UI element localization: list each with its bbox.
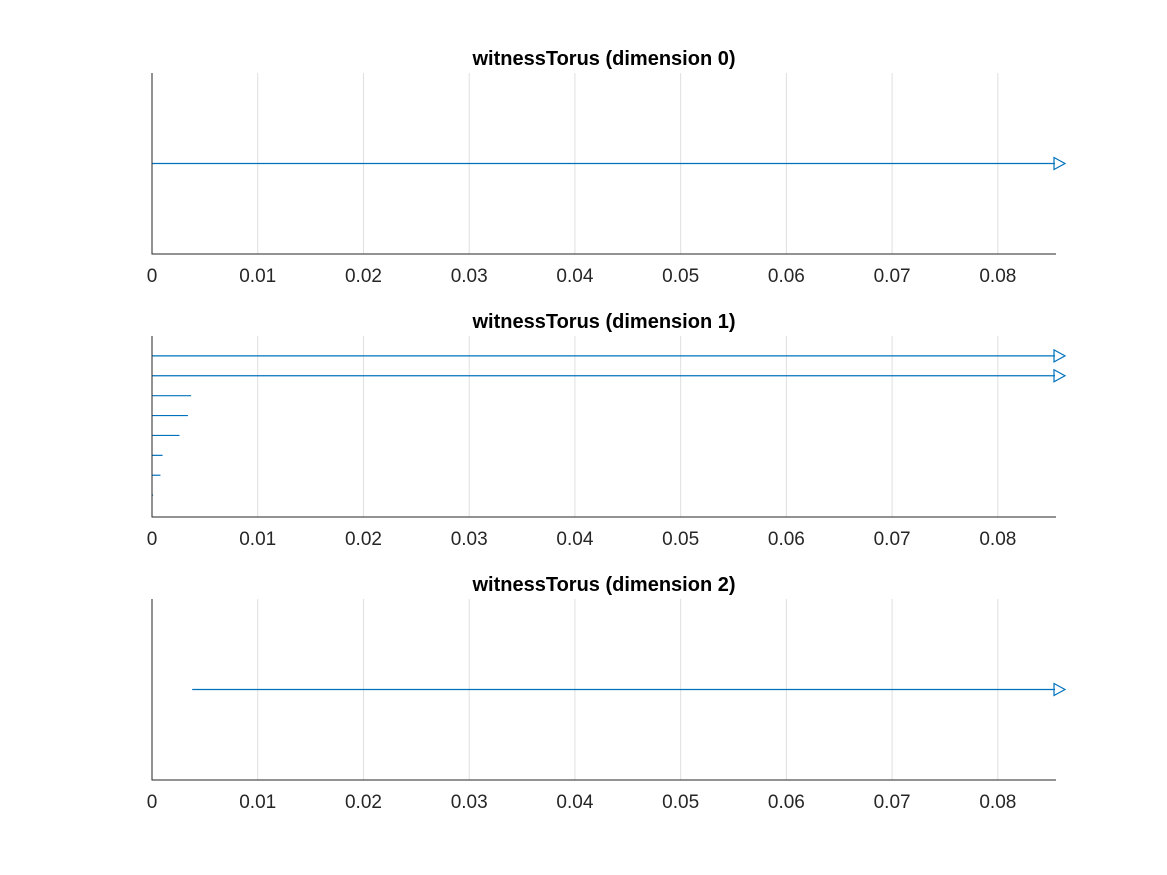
panel-dimension-0: witnessTorus (dimension 0) 0 0.01 0.02 0.03…: [147, 48, 1067, 287]
x-tick-label: 0.02: [345, 792, 382, 813]
x-tick-label: 0.02: [345, 266, 382, 287]
x-tick-label: 0.05: [662, 266, 699, 287]
x-tick-label: 0.06: [768, 529, 805, 550]
x-tick-label: 0.08: [979, 529, 1016, 550]
x-tick-label: 0.05: [662, 792, 699, 813]
x-tick-label: 0.03: [451, 529, 488, 550]
infinite-arrow-marker: [1053, 156, 1067, 171]
x-tick-label: 0.06: [768, 266, 805, 287]
x-tick-label: 0.08: [979, 792, 1016, 813]
x-tick-label: 0.03: [451, 266, 488, 287]
x-tick-label: 0: [147, 792, 158, 813]
x-tick-label: 0.04: [556, 529, 593, 550]
x-tick-label: 0.02: [345, 529, 382, 550]
x-tick-label: 0.08: [979, 266, 1016, 287]
panel-title: witnessTorus (dimension 1): [472, 311, 736, 333]
grid-lines: [257, 336, 999, 517]
x-tick-label: 0.01: [239, 266, 276, 287]
x-tick-label: 0: [147, 266, 158, 287]
panel-dimension-1: witnessTorus (dimension 1) 0 0.01 0.02 0.03…: [147, 311, 1067, 550]
x-tick-label: 0.06: [768, 792, 805, 813]
tick-labels: 0 0.01 0.02 0.03 0.04 0.05 0.06 0.07 0.08: [147, 792, 1017, 813]
axes: [151, 73, 1056, 255]
x-tick-label: 0.07: [874, 792, 911, 813]
infinite-arrow-marker: [1053, 368, 1067, 383]
panel-title: witnessTorus (dimension 0): [472, 48, 736, 70]
x-tick-label: 0.03: [451, 792, 488, 813]
x-tick-label: 0.01: [239, 529, 276, 550]
x-tick-label: 0.07: [874, 266, 911, 287]
x-tick-label: 0.04: [556, 792, 593, 813]
panel-dimension-2: witnessTorus (dimension 2) 0 0.01 0.02 0.03…: [147, 574, 1067, 813]
infinite-arrow-marker: [1053, 682, 1067, 697]
panel-title: witnessTorus (dimension 2): [472, 574, 736, 596]
axes: [151, 336, 1056, 518]
x-tick-label: 0.01: [239, 792, 276, 813]
axes: [151, 599, 1056, 781]
x-tick-label: 0: [147, 529, 158, 550]
bars: [152, 156, 1067, 171]
bars: [152, 348, 1067, 496]
bars: [192, 682, 1067, 697]
x-tick-label: 0.05: [662, 529, 699, 550]
x-tick-label: 0.07: [874, 529, 911, 550]
tick-labels: 0 0.01 0.02 0.03 0.04 0.05 0.06 0.07 0.08: [147, 529, 1017, 550]
x-tick-label: 0.04: [556, 266, 593, 287]
infinite-arrow-marker: [1053, 348, 1067, 363]
tick-labels: 0 0.01 0.02 0.03 0.04 0.05 0.06 0.07 0.08: [147, 266, 1017, 287]
